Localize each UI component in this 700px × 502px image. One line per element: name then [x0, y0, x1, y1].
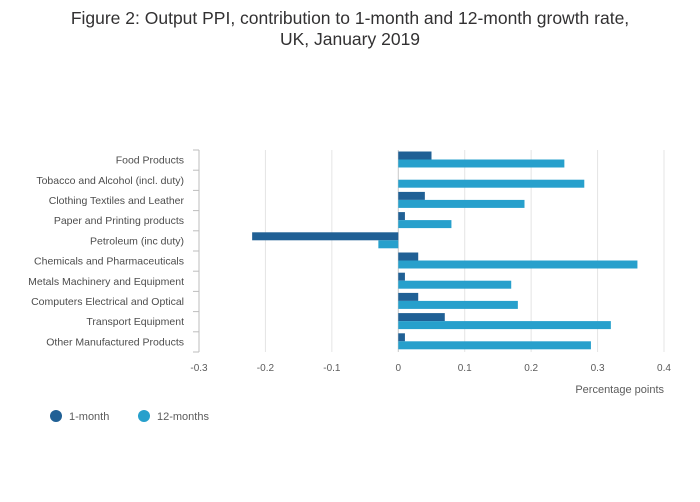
category-label: Transport Equipment	[86, 316, 184, 328]
bar-1-month	[398, 313, 445, 322]
bar-12-months	[398, 341, 591, 350]
x-tick-label: 0.4	[657, 363, 671, 374]
category-axis: Food Products Tobacco and Alcohol (incl. …	[28, 149, 200, 353]
x-tick-label: 0.1	[458, 363, 472, 374]
bar-12-months	[398, 199, 525, 208]
bar-12-months	[398, 321, 611, 330]
x-tick-label: -0.3	[190, 363, 208, 374]
bar-12-months	[398, 280, 512, 289]
bar-1-month	[398, 292, 419, 301]
chart-title-line-1: Figure 2: Output PPI, contribution to 1-…	[70, 8, 630, 28]
legend-label: 12-months	[157, 411, 209, 423]
bars	[252, 151, 638, 350]
legend: 1-month 12-months	[50, 410, 209, 423]
category-label: Petroleum (inc duty)	[90, 235, 184, 247]
bar-1-month	[398, 272, 405, 281]
category-label: Metals Machinery and Equipment	[28, 276, 184, 288]
x-tick-label: -0.2	[257, 363, 275, 374]
bar-1-month	[252, 232, 399, 241]
bar-1-month	[398, 151, 432, 160]
legend-label: 1-month	[69, 411, 109, 423]
x-tick-label: 0.2	[524, 363, 538, 374]
category-label: Clothing Textiles and Leather	[49, 195, 185, 207]
bar-12-months	[398, 159, 565, 168]
category-label: Other Manufactured Products	[46, 336, 184, 348]
bar-12-months	[398, 260, 638, 269]
bar-1-month	[398, 252, 419, 261]
category-label: Tobacco and Alcohol (incl. duty)	[36, 175, 184, 187]
legend-marker	[138, 410, 150, 422]
x-axis-title: Percentage points	[575, 384, 664, 396]
bar-12-months	[398, 220, 452, 229]
category-label: Paper and Printing products	[54, 215, 184, 227]
bar-1-month	[398, 212, 405, 221]
category-label: Chemicals and Pharmaceuticals	[34, 256, 184, 268]
chart-title: Figure 2: Output PPI, contribution to 1-…	[0, 8, 700, 50]
legend-marker	[50, 410, 62, 422]
chart-title-line-2: UK, January 2019	[279, 29, 421, 49]
x-tick-label: 0	[396, 363, 402, 374]
x-tick-label: 0.3	[591, 363, 605, 374]
bar-12-months	[398, 300, 518, 309]
bar-12-months	[378, 240, 399, 249]
category-label: Computers Electrical and Optical	[31, 296, 184, 308]
bar-1-month	[398, 333, 405, 342]
x-tick-label: -0.1	[323, 363, 341, 374]
category-label: Food Products	[116, 155, 184, 167]
x-axis-ticks: -0.3 -0.2 -0.1 0 0.1 0.2 0.3 0.4	[190, 363, 671, 374]
bar-1-month	[398, 191, 425, 200]
bar-12-months	[398, 179, 585, 188]
